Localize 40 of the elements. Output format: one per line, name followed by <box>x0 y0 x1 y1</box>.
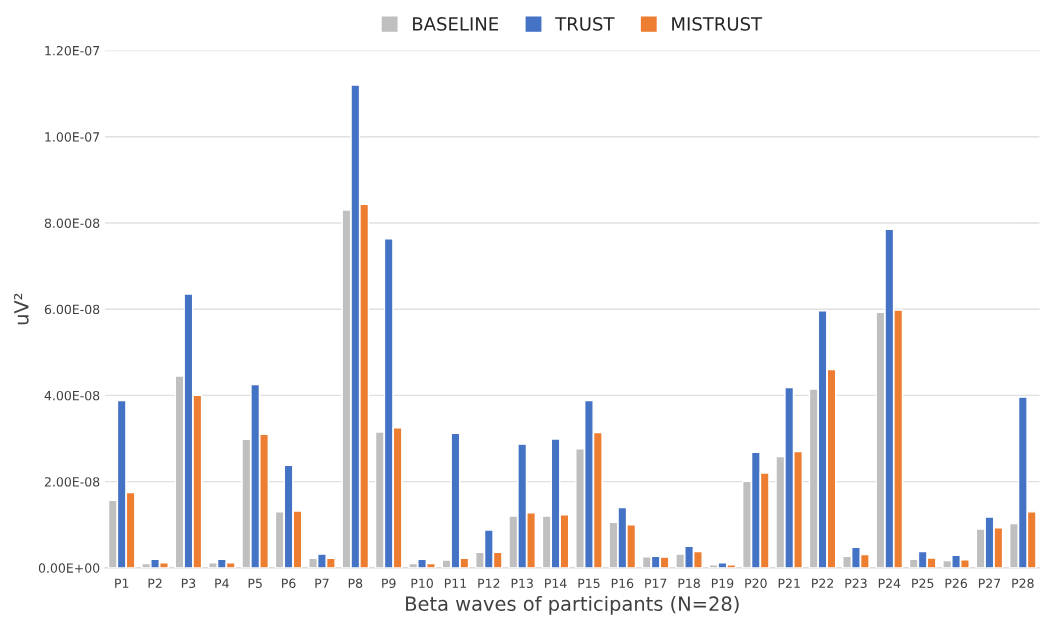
x-tick-label: P7 <box>315 578 329 588</box>
x-tick-label: P4 <box>215 578 229 588</box>
legend-label: BASELINE <box>413 17 499 31</box>
x-tick-label: P10 <box>411 578 433 588</box>
y-tick-label: 0.00E+00 <box>38 563 100 573</box>
x-tick-label: P20 <box>745 578 767 588</box>
x-tick-label: P28 <box>1012 578 1034 588</box>
x-tick-label: P27 <box>978 578 1001 588</box>
y-tick-label: 4.00E-08 <box>44 390 100 401</box>
y-axis-title: uV² <box>14 293 29 325</box>
y-tick-label: 8.00E-08 <box>44 218 100 228</box>
x-tick-label: P1 <box>115 578 129 588</box>
x-tick-label: P9 <box>382 578 396 588</box>
x-tick-label: P16 <box>611 578 634 588</box>
x-tick-label: P15 <box>578 578 600 588</box>
x-axis-title: Beta waves of participants (N=28) <box>406 595 739 615</box>
x-tick-label: P26 <box>945 578 967 588</box>
x-tick-label: P24 <box>878 578 901 588</box>
x-tick-label: P6 <box>282 578 296 588</box>
y-tick-label: 6.00E-08 <box>44 304 100 315</box>
y-tick-label: 1.20E-07 <box>45 45 100 56</box>
x-tick-label: P11 <box>444 578 467 588</box>
x-tick-label: P22 <box>812 578 834 588</box>
y-tick-label: 1.00E-07 <box>45 132 100 142</box>
x-tick-label: P12 <box>478 578 500 588</box>
x-tick-label: P2 <box>148 578 162 588</box>
x-tick-label: P3 <box>181 578 196 588</box>
x-tick-label: P25 <box>912 578 934 588</box>
x-tick-label: P18 <box>678 578 700 588</box>
legend-label: TRUST <box>555 17 615 31</box>
y-tick-label: 2.00E-08 <box>44 477 100 487</box>
x-tick-label: P5 <box>248 578 262 588</box>
x-tick-label: P8 <box>348 578 363 588</box>
x-tick-label: P19 <box>711 578 734 588</box>
x-tick-label: P21 <box>778 578 800 588</box>
legend-label: MISTRUST <box>672 17 763 31</box>
x-tick-label: P13 <box>511 578 533 588</box>
x-tick-label: P17 <box>645 578 667 588</box>
x-tick-label: P14 <box>545 578 567 588</box>
x-tick-label: P23 <box>845 578 867 588</box>
